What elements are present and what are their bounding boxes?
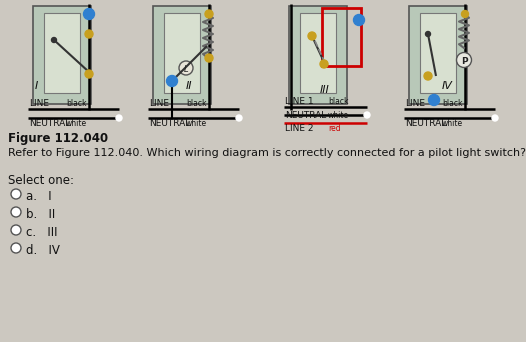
Circle shape <box>11 225 21 235</box>
Bar <box>300 13 336 93</box>
Bar <box>289 6 347 104</box>
Text: white: white <box>66 119 87 128</box>
Bar <box>322 8 361 66</box>
Text: c.   III: c. III <box>26 226 57 239</box>
Text: LINE: LINE <box>405 99 425 108</box>
Bar <box>153 6 211 104</box>
Text: b.   II: b. II <box>26 208 55 221</box>
Circle shape <box>320 60 328 68</box>
Text: L: L <box>184 65 188 74</box>
Circle shape <box>205 10 213 18</box>
Circle shape <box>353 14 365 26</box>
Text: LINE: LINE <box>29 99 49 108</box>
Circle shape <box>11 207 21 217</box>
Circle shape <box>457 53 471 67</box>
Text: black: black <box>66 99 86 108</box>
Text: III: III <box>320 85 330 95</box>
Text: NEUTRAL: NEUTRAL <box>405 119 446 128</box>
Circle shape <box>424 72 432 80</box>
Circle shape <box>205 54 213 62</box>
Text: Refer to Figure 112.040. Which wiring diagram is correctly connected for a pilot: Refer to Figure 112.040. Which wiring di… <box>8 148 526 158</box>
Circle shape <box>364 112 370 118</box>
Bar <box>420 13 456 93</box>
Circle shape <box>52 38 56 42</box>
Circle shape <box>11 189 21 199</box>
Circle shape <box>308 32 316 40</box>
Text: Select one:: Select one: <box>8 174 74 187</box>
Circle shape <box>85 30 93 38</box>
Circle shape <box>167 76 177 87</box>
Circle shape <box>429 94 440 105</box>
Text: NEUTRAL: NEUTRAL <box>29 119 70 128</box>
Text: black: black <box>186 99 207 108</box>
Text: a.   I: a. I <box>26 190 52 203</box>
Text: IV: IV <box>442 81 453 91</box>
Circle shape <box>11 243 21 253</box>
Circle shape <box>461 11 469 17</box>
Text: red: red <box>328 124 341 133</box>
Bar <box>33 6 91 104</box>
Text: LINE: LINE <box>149 99 169 108</box>
Bar <box>409 6 467 104</box>
Bar <box>164 13 200 93</box>
Text: Figure 112.040: Figure 112.040 <box>8 132 108 145</box>
Text: LINE 1: LINE 1 <box>285 97 313 106</box>
Text: I: I <box>35 81 38 91</box>
Circle shape <box>116 115 122 121</box>
Text: NEUTRAL: NEUTRAL <box>285 110 326 119</box>
Circle shape <box>84 9 95 19</box>
Circle shape <box>179 61 193 75</box>
Circle shape <box>492 115 498 121</box>
Text: white: white <box>186 119 207 128</box>
Text: LINE 2: LINE 2 <box>285 124 313 133</box>
Text: II: II <box>186 81 193 91</box>
Text: white: white <box>328 110 349 119</box>
Text: P: P <box>461 56 467 66</box>
Bar <box>44 13 80 93</box>
Circle shape <box>236 115 242 121</box>
Circle shape <box>85 70 93 78</box>
Text: black: black <box>328 97 349 106</box>
Text: NEUTRAL: NEUTRAL <box>149 119 190 128</box>
Text: d.   IV: d. IV <box>26 244 60 257</box>
Circle shape <box>426 31 430 37</box>
Text: white: white <box>442 119 463 128</box>
Text: black: black <box>442 99 462 108</box>
